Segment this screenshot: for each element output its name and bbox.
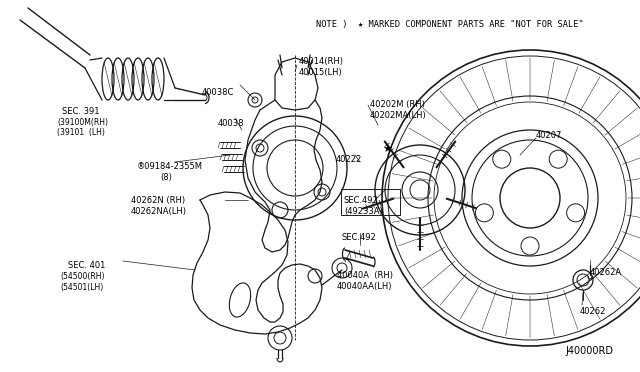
Text: 40262A: 40262A: [590, 268, 622, 277]
Text: J40000RD: J40000RD: [565, 346, 613, 356]
Text: (54501(LH): (54501(LH): [60, 283, 103, 292]
Text: 40207: 40207: [536, 131, 563, 140]
Text: (39101  (LH): (39101 (LH): [57, 128, 105, 137]
Circle shape: [500, 168, 560, 228]
Text: 40262: 40262: [580, 307, 606, 316]
Text: (54500(RH): (54500(RH): [60, 272, 104, 281]
Text: 40040AA(LH): 40040AA(LH): [337, 282, 392, 291]
Text: SEC. 391: SEC. 391: [62, 107, 99, 116]
Text: SEC.492: SEC.492: [342, 233, 377, 242]
Text: SEC. 401: SEC. 401: [68, 261, 106, 270]
Text: 40222: 40222: [336, 155, 362, 164]
Circle shape: [493, 150, 511, 168]
Text: (8): (8): [160, 173, 172, 182]
Text: ★: ★: [382, 145, 392, 155]
Circle shape: [566, 204, 585, 222]
Text: 40014(RH): 40014(RH): [299, 57, 344, 66]
Text: 40202M (RH): 40202M (RH): [370, 100, 425, 109]
Text: (39100M(RH): (39100M(RH): [57, 118, 108, 127]
Text: 40015(LH): 40015(LH): [299, 68, 343, 77]
Text: 40262N (RH): 40262N (RH): [131, 196, 185, 205]
Text: (49233A): (49233A): [344, 207, 383, 216]
Text: SEC.492: SEC.492: [344, 196, 379, 205]
Bar: [341, 189, 400, 215]
Text: 40202MA(LH): 40202MA(LH): [370, 111, 427, 120]
Text: 40038C: 40038C: [202, 88, 234, 97]
Circle shape: [476, 204, 493, 222]
Text: NOTE )  ★ MARKED COMPONENT PARTS ARE "NOT FOR SALE": NOTE ) ★ MARKED COMPONENT PARTS ARE "NOT…: [316, 20, 584, 29]
Circle shape: [521, 237, 539, 255]
Text: 40040A  (RH): 40040A (RH): [337, 271, 393, 280]
Text: 40262NA(LH): 40262NA(LH): [131, 207, 187, 216]
Text: ®09184-2355M: ®09184-2355M: [137, 162, 203, 171]
Circle shape: [549, 150, 567, 168]
Text: 40038: 40038: [218, 119, 244, 128]
